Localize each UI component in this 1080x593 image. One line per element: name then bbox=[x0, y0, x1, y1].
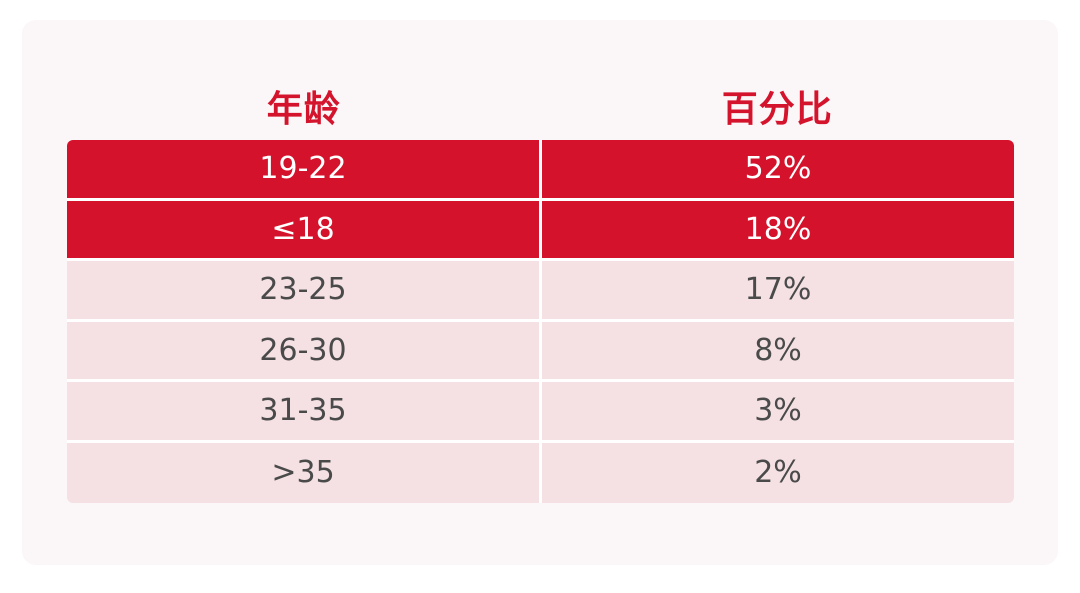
header-age: 年龄 bbox=[266, 89, 341, 130]
percent-cell: 3% bbox=[542, 382, 1014, 440]
table-row: >35 2% bbox=[67, 442, 1014, 503]
table-header: 年龄 百分比 bbox=[67, 76, 1014, 136]
age-cell: ≤18 bbox=[67, 200, 542, 258]
percent-cell: 2% bbox=[542, 442, 1014, 503]
table-row: 26-30 8% bbox=[67, 321, 1014, 382]
percent-cell: 52% bbox=[542, 140, 1014, 198]
age-cell: 19-22 bbox=[67, 140, 542, 198]
table-row: ≤18 18% bbox=[67, 200, 1014, 261]
percent-cell: 17% bbox=[542, 261, 1014, 319]
age-cell: 31-35 bbox=[67, 382, 542, 440]
age-cell: 23-25 bbox=[67, 261, 542, 319]
percent-cell: 18% bbox=[542, 200, 1014, 258]
table-row: 31-35 3% bbox=[67, 382, 1014, 443]
table-row: 23-25 17% bbox=[67, 261, 1014, 322]
header-percent: 百分比 bbox=[721, 89, 833, 130]
age-cell: 26-30 bbox=[67, 321, 542, 379]
percent-cell: 8% bbox=[542, 321, 1014, 379]
table-row: 19-22 52% bbox=[67, 140, 1014, 201]
age-distribution-table: 19-22 52% ≤18 18% 23-25 17% 26-30 8% 31-… bbox=[67, 140, 1014, 503]
age-cell: >35 bbox=[67, 442, 542, 503]
